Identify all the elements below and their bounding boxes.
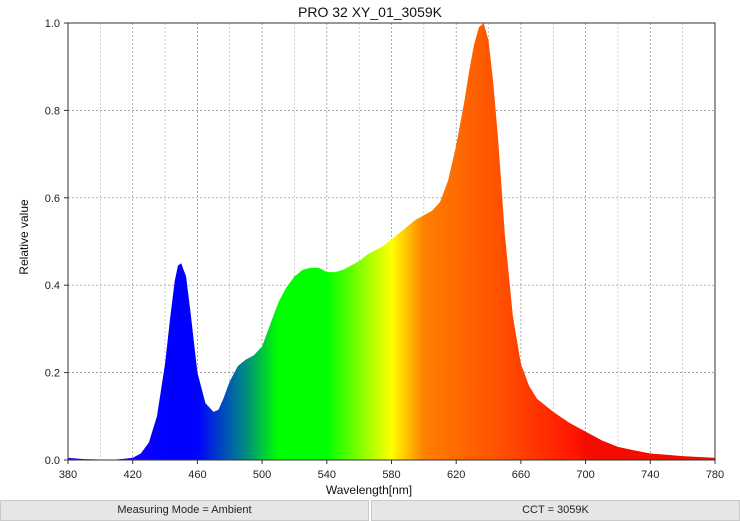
x-tick-label: 540 xyxy=(318,469,336,481)
x-tick-label: 740 xyxy=(641,469,659,481)
y-tick-label: 0.4 xyxy=(45,280,60,292)
x-tick-label: 660 xyxy=(512,469,530,481)
chart-title: PRO 32 XY_01_3059K xyxy=(298,4,443,20)
measuring-mode-status: Measuring Mode = Ambient xyxy=(0,500,369,521)
x-tick-label: 700 xyxy=(576,469,594,481)
spectrum-chart: PRO 32 XY_01_3059K 380 420 460 500 540 580 620… xyxy=(17,4,724,497)
x-axis-title: Wavelength[nm] xyxy=(326,483,412,497)
y-axis-title: Relative value xyxy=(17,199,31,275)
y-tick-label: 0.2 xyxy=(45,368,60,380)
y-tick-label: 0.6 xyxy=(45,193,60,205)
cct-status: CCT = 3059K xyxy=(371,500,740,521)
y-tick-label: 1.0 xyxy=(45,18,60,30)
y-tick-label: 0.8 xyxy=(45,105,60,117)
status-bar: Measuring Mode = Ambient CCT = 3059K xyxy=(0,500,740,521)
x-tick-label: 380 xyxy=(59,469,77,481)
x-tick-label: 580 xyxy=(382,469,400,481)
spectrum-area xyxy=(68,23,715,460)
axis-ticks: 380 420 460 500 540 580 620 660 700 740 780 0.0 0.2 0… xyxy=(45,18,724,481)
x-tick-label: 460 xyxy=(188,469,206,481)
x-tick-label: 420 xyxy=(124,469,142,481)
x-tick-label: 780 xyxy=(706,469,724,481)
x-tick-label: 620 xyxy=(447,469,465,481)
x-tick-label: 500 xyxy=(253,469,271,481)
y-tick-label: 0.0 xyxy=(45,455,60,467)
